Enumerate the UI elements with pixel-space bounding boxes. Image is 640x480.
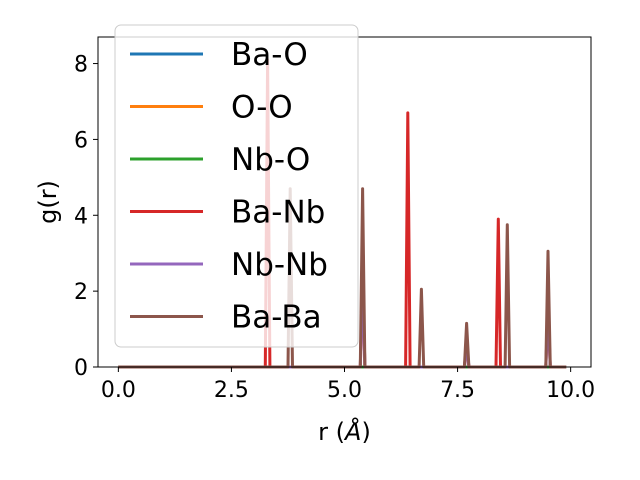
y-tick-label: 6	[74, 128, 88, 153]
y-tick-label: 2	[74, 280, 88, 305]
x-axis-label: r (Å)	[318, 417, 371, 446]
ticks-layer: 0.0 2.5 5.0 7.5 10.0 0 2 4 6 8	[74, 53, 595, 403]
y-axis-label: g(r)	[34, 180, 62, 224]
x-tick-label: 2.5	[214, 378, 249, 403]
legend-label: Nb-Nb	[231, 247, 328, 283]
legend-label: Ba-Ba	[231, 300, 322, 336]
x-tick-label: 5.0	[327, 378, 362, 403]
x-tick-label: 0.0	[101, 378, 136, 403]
y-tick-label: 0	[74, 356, 88, 381]
legend: Ba-O O-O Nb-O Ba-Nb Nb-Nb Ba-Ba	[114, 24, 359, 348]
legend-label: O-O	[231, 90, 293, 126]
x-tick-label: 10.0	[546, 378, 595, 403]
x-tick-label: 7.5	[440, 378, 475, 403]
legend-label: Nb-O	[231, 142, 310, 178]
y-tick-label: 4	[74, 204, 88, 229]
y-tick-label: 8	[74, 53, 88, 78]
legend-label: Ba-Nb	[231, 195, 325, 231]
legend-label: Ba-O	[231, 37, 308, 73]
